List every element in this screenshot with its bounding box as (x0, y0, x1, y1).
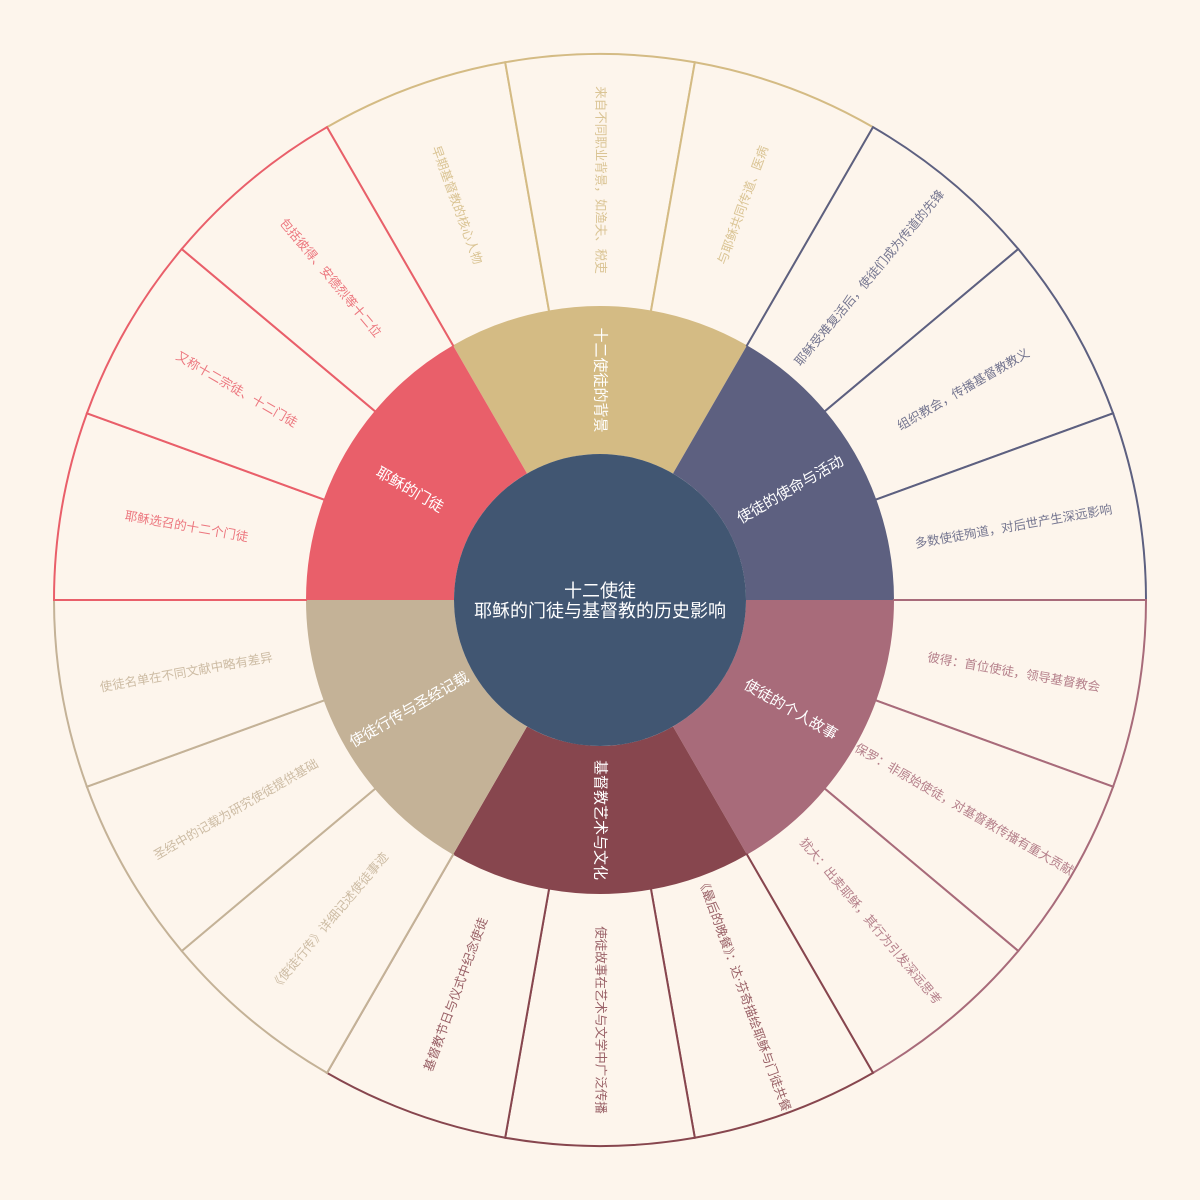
center-title: 十二使徒 (564, 581, 636, 602)
leaves-layer: 早期基督教的核心人物 来自不同职业背景，如渔夫、税吏 与耶稣共同传道、医病 耶稣受难复… (52, 53, 1148, 1148)
categories-layer: 十二使徒的背景使徒的使命与活动使徒的个人故事基督教艺术与文化使徒行传与圣经记载耶… (307, 306, 893, 893)
leaf-label: 来自不同职业背景，如渔夫、税吏 (594, 86, 609, 274)
category-segment[interactable] (453, 726, 747, 893)
center-node (454, 454, 746, 746)
category-segment[interactable] (453, 306, 747, 474)
category-segment[interactable] (673, 346, 893, 600)
category-segment[interactable] (673, 600, 893, 854)
category-segment[interactable] (307, 600, 527, 854)
leaf-label: 使徒故事在艺术与文学中广泛传播 (594, 926, 609, 1114)
category-label: 十二使徒的背景 (592, 327, 610, 432)
category-segment[interactable] (307, 346, 527, 600)
category-label: 基督教艺术与文化 (592, 760, 610, 880)
center-subtitle: 耶稣的门徒与基督教的历史影响 (474, 601, 726, 622)
